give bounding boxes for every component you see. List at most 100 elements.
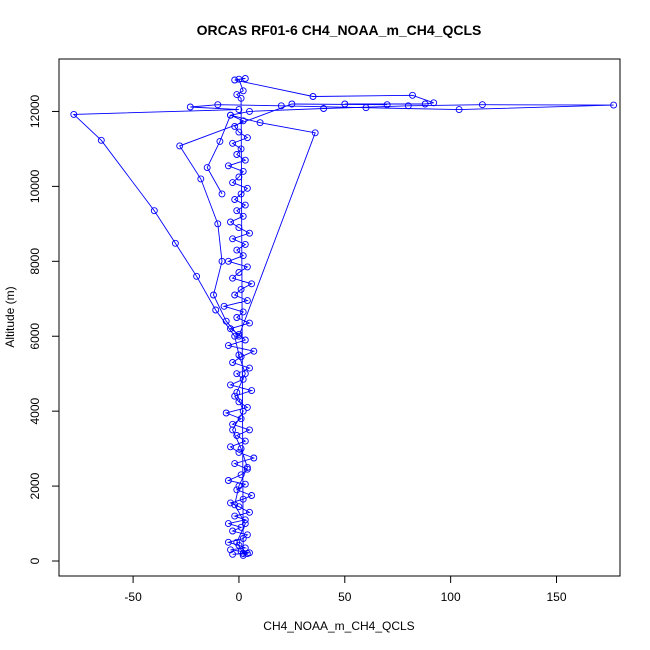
data-point — [233, 151, 241, 158]
data-point — [224, 162, 232, 170]
data-point — [243, 463, 251, 471]
data-point — [227, 218, 234, 226]
data-point — [231, 392, 239, 400]
data-point — [421, 100, 429, 108]
data-point — [256, 119, 264, 127]
data-point — [233, 388, 241, 396]
data-point — [227, 546, 234, 554]
data-point — [227, 325, 234, 333]
data-point — [478, 101, 486, 109]
data-point — [246, 508, 253, 516]
data-point — [241, 75, 249, 82]
data-point — [235, 482, 243, 490]
y-tick-label: 8000 — [28, 248, 42, 275]
data-point — [237, 285, 245, 293]
data-point — [239, 495, 247, 503]
data-point — [239, 308, 247, 316]
data-point — [222, 317, 230, 325]
data-point — [229, 550, 237, 558]
data-point — [277, 102, 285, 110]
data-point — [203, 164, 211, 172]
data-point — [229, 274, 237, 282]
data-point — [241, 336, 249, 344]
data-point — [235, 75, 243, 83]
data-point — [237, 94, 245, 102]
chart-title: ORCAS RF01-6 CH4_NOAA_m_CH4_QCLS — [197, 22, 482, 38]
data-point — [610, 101, 618, 109]
data-point — [243, 297, 251, 305]
data-point — [235, 398, 243, 406]
data-point — [320, 105, 328, 112]
data-point — [239, 167, 247, 175]
data-point — [250, 347, 258, 355]
data-point — [218, 190, 226, 198]
data-point — [176, 142, 184, 150]
data-point — [237, 523, 245, 531]
data-point — [341, 100, 349, 108]
data-point — [229, 426, 237, 434]
data-point — [231, 460, 239, 468]
data-point — [235, 332, 243, 340]
data-point — [235, 106, 243, 114]
data-point — [70, 110, 78, 118]
data-point — [241, 201, 249, 209]
data-point — [246, 229, 253, 237]
plot-frame — [58, 58, 621, 577]
data-point — [243, 134, 251, 142]
data-point — [404, 102, 412, 110]
data-point — [243, 465, 251, 473]
data-point — [250, 454, 258, 462]
data-point — [233, 207, 241, 215]
y-axis: 0 2000 4000 6000 8000 10000 12000 — [28, 94, 59, 564]
x-tick-label: 150 — [546, 590, 566, 604]
data-point — [246, 364, 253, 372]
data-point — [186, 103, 194, 111]
data-point — [237, 547, 245, 555]
data-point — [239, 407, 247, 415]
data-point — [233, 314, 241, 321]
data-point — [231, 196, 239, 203]
data-point — [216, 137, 224, 145]
data-point — [246, 319, 253, 327]
data-point — [248, 492, 256, 499]
data-point — [241, 480, 249, 488]
data-point — [218, 257, 226, 265]
data-point — [237, 353, 245, 361]
data-point — [231, 122, 239, 130]
data-point — [214, 101, 222, 109]
data-point — [455, 106, 463, 114]
data-point — [224, 477, 232, 484]
data-point — [248, 280, 256, 288]
data-point — [235, 224, 243, 232]
data-point — [235, 351, 243, 359]
data-point — [231, 512, 239, 520]
data-point — [239, 212, 247, 220]
x-axis: -50 0 50 100 150 — [124, 576, 567, 604]
data-point — [210, 291, 217, 299]
data-point — [220, 302, 228, 310]
data-point — [233, 91, 241, 99]
data-point — [214, 220, 222, 228]
data-point — [235, 503, 243, 511]
data-point — [224, 520, 232, 528]
data-point — [243, 531, 251, 539]
data-point — [235, 173, 243, 181]
data-point — [237, 471, 245, 479]
data-point — [229, 527, 237, 535]
data-point — [248, 387, 256, 395]
y-tick-label: 0 — [28, 557, 42, 564]
data-point — [229, 179, 237, 187]
data-point — [233, 432, 241, 439]
data-point — [239, 87, 247, 95]
data-point — [241, 520, 249, 528]
data-point — [229, 359, 237, 366]
data-point — [197, 175, 205, 183]
data-point — [241, 516, 249, 524]
data-point — [227, 499, 234, 507]
x-tick-label: -50 — [124, 590, 142, 604]
data-point — [231, 332, 239, 340]
data-point — [231, 291, 239, 299]
x-tick-label: 0 — [236, 590, 243, 604]
y-tick-label: 6000 — [28, 323, 42, 350]
